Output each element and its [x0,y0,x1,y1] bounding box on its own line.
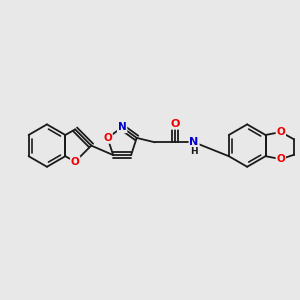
Text: O: O [103,133,112,143]
Text: O: O [71,157,80,167]
Text: N: N [118,122,127,132]
Text: H: H [190,147,198,156]
Text: N: N [190,137,199,147]
Text: O: O [170,119,180,129]
Text: O: O [277,154,285,164]
Text: O: O [277,127,285,137]
